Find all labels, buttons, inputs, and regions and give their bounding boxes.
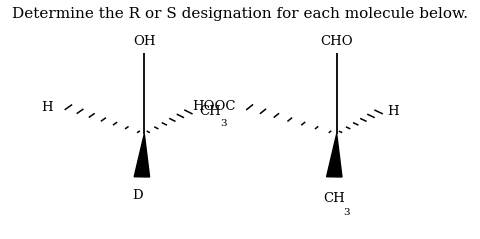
Text: H: H — [41, 101, 53, 114]
Text: Determine the R or S designation for each molecule below.: Determine the R or S designation for eac… — [12, 7, 468, 21]
Text: OH: OH — [133, 35, 155, 48]
Text: CH: CH — [199, 105, 221, 118]
Text: 3: 3 — [219, 119, 226, 128]
Polygon shape — [134, 134, 149, 177]
Text: CH: CH — [323, 192, 345, 205]
Text: HOOC: HOOC — [192, 100, 235, 113]
Text: D: D — [132, 189, 142, 202]
Text: CHO: CHO — [320, 35, 352, 48]
Text: 3: 3 — [342, 208, 349, 217]
Text: H: H — [386, 105, 398, 118]
Polygon shape — [326, 134, 341, 177]
